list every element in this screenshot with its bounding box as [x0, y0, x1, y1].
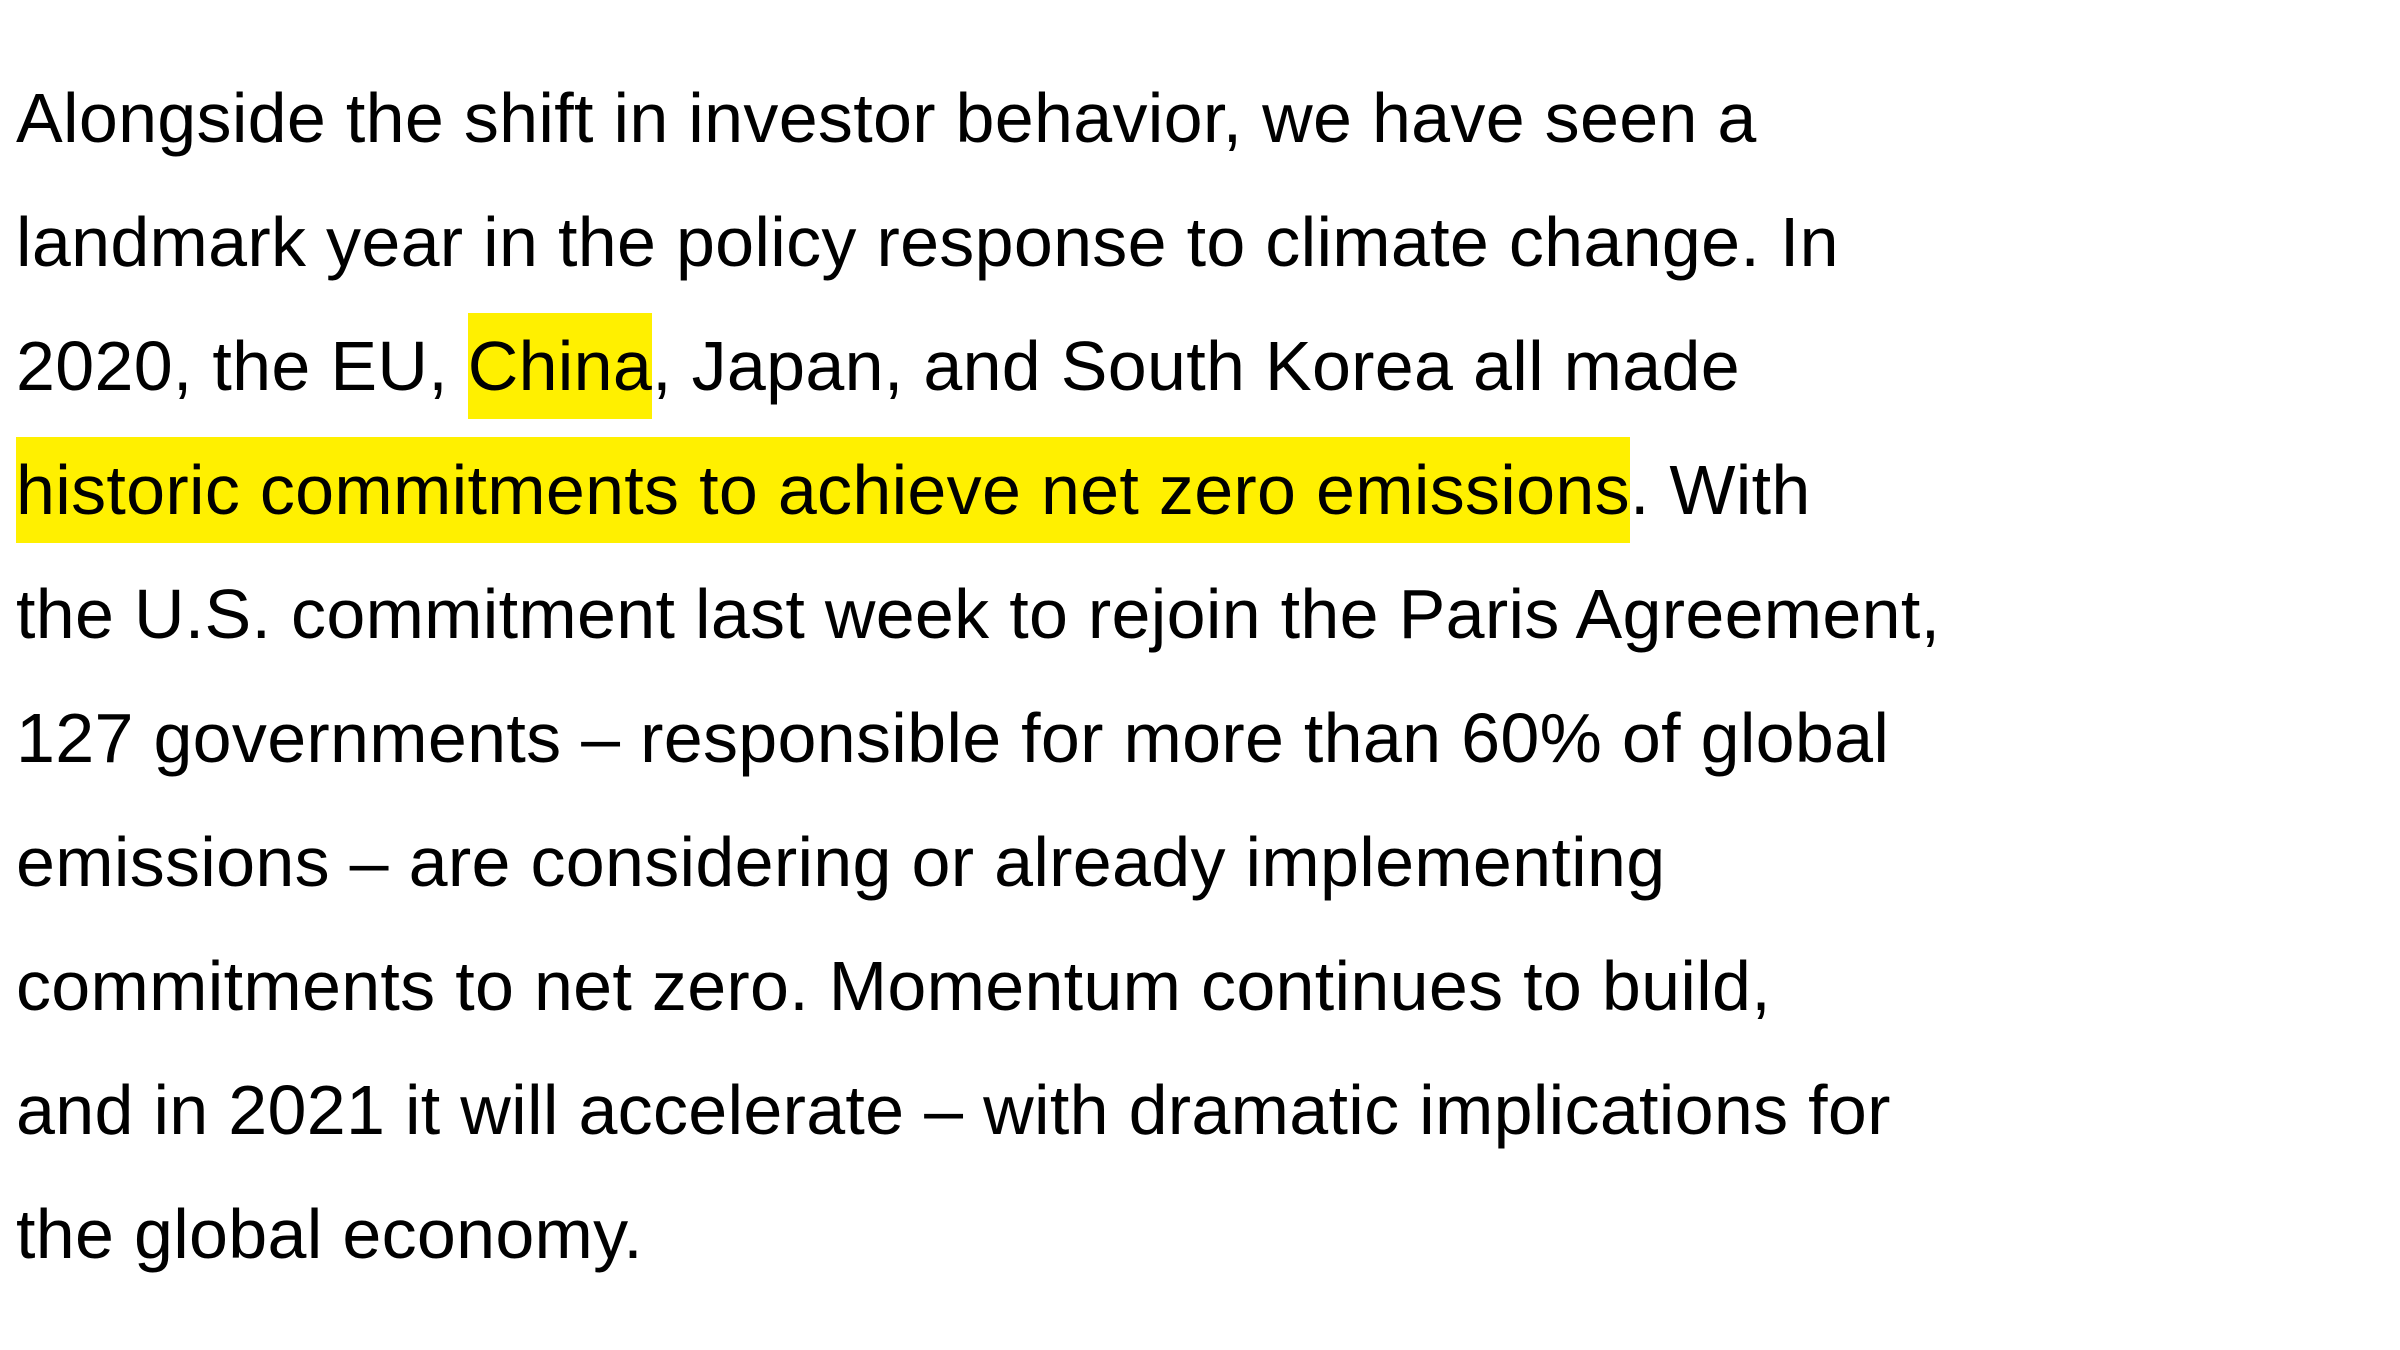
paragraph-line-3: 2020, the EU, China, Japan, and South Ko… — [16, 304, 2400, 428]
paragraph-line-8: commitments to net zero. Momentum contin… — [16, 947, 1771, 1025]
paragraph-line-9: and in 2021 it will accelerate – with dr… — [16, 1071, 1891, 1149]
highlight-china: China — [467, 313, 653, 419]
paragraph-line-10: the global economy. — [16, 1195, 644, 1273]
paragraph-line-1: Alongside the shift in investor behavior… — [16, 79, 1757, 157]
highlight-net-zero-commitments: historic commitments to achieve net zero… — [16, 437, 1630, 543]
line-3-pre-text: 2020, the EU, — [16, 327, 468, 405]
paragraph-line-6: 127 governments – responsible for more t… — [16, 699, 1890, 777]
paragraph-line-2: landmark year in the policy response to … — [16, 203, 1839, 281]
paragraph-line-7: emissions – are considering or already i… — [16, 823, 1666, 901]
paragraph-line-5: the U.S. commitment last week to rejoin … — [16, 575, 1941, 653]
article-paragraph: Alongside the shift in investor behavior… — [16, 56, 2400, 1296]
line-4-post-text: . With — [1629, 451, 1811, 529]
line-3-post-text: , Japan, and South Korea all made — [652, 327, 1740, 405]
paragraph-line-4: historic commitments to achieve net zero… — [16, 428, 2400, 552]
